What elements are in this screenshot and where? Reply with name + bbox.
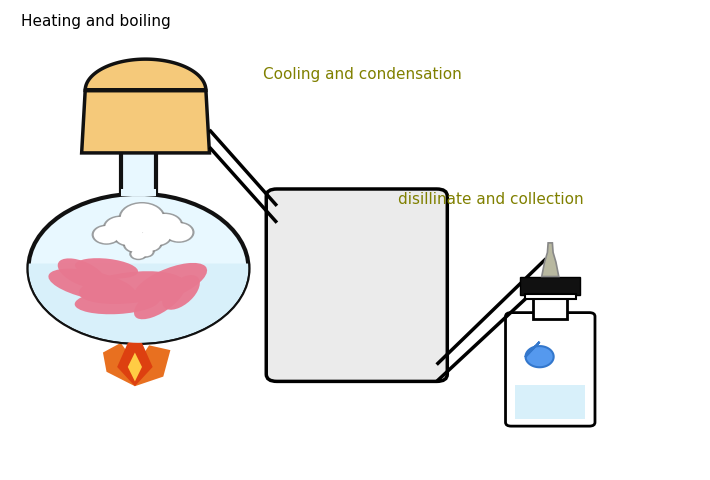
Text: disillinate and collection: disillinate and collection (398, 192, 583, 207)
Ellipse shape (79, 272, 184, 304)
Polygon shape (28, 264, 248, 343)
Ellipse shape (75, 290, 160, 314)
Circle shape (136, 235, 163, 253)
Text: Cooling and condensation: Cooling and condensation (263, 67, 462, 82)
Polygon shape (525, 294, 576, 299)
Ellipse shape (133, 264, 207, 303)
Circle shape (105, 217, 136, 239)
Circle shape (129, 248, 148, 261)
Polygon shape (82, 91, 209, 154)
FancyBboxPatch shape (506, 313, 595, 426)
Circle shape (148, 215, 181, 237)
Circle shape (121, 204, 163, 233)
FancyBboxPatch shape (266, 190, 447, 382)
Circle shape (138, 247, 153, 257)
Circle shape (142, 227, 170, 246)
Circle shape (123, 236, 150, 254)
Circle shape (165, 224, 192, 242)
Polygon shape (128, 353, 142, 382)
Polygon shape (135, 346, 170, 386)
Circle shape (131, 250, 146, 259)
Polygon shape (117, 338, 153, 386)
Ellipse shape (58, 259, 106, 288)
Circle shape (136, 246, 155, 258)
Circle shape (113, 225, 146, 247)
Ellipse shape (48, 269, 136, 302)
Circle shape (140, 225, 173, 247)
Ellipse shape (134, 280, 185, 320)
Circle shape (138, 236, 160, 252)
Circle shape (115, 227, 143, 246)
Circle shape (103, 216, 138, 240)
Circle shape (94, 227, 119, 244)
Ellipse shape (75, 259, 138, 279)
Ellipse shape (163, 276, 200, 310)
Polygon shape (515, 385, 585, 420)
Polygon shape (103, 343, 135, 386)
Polygon shape (533, 290, 567, 319)
Circle shape (163, 222, 195, 243)
Circle shape (125, 237, 148, 252)
Circle shape (28, 194, 248, 343)
Polygon shape (85, 60, 206, 91)
Text: Heating and boiling: Heating and boiling (21, 14, 171, 29)
Circle shape (146, 213, 183, 238)
Polygon shape (542, 243, 559, 277)
Circle shape (119, 203, 165, 234)
Polygon shape (121, 151, 156, 194)
Circle shape (92, 225, 121, 245)
Polygon shape (520, 277, 580, 295)
Polygon shape (121, 190, 156, 197)
Polygon shape (525, 342, 554, 368)
